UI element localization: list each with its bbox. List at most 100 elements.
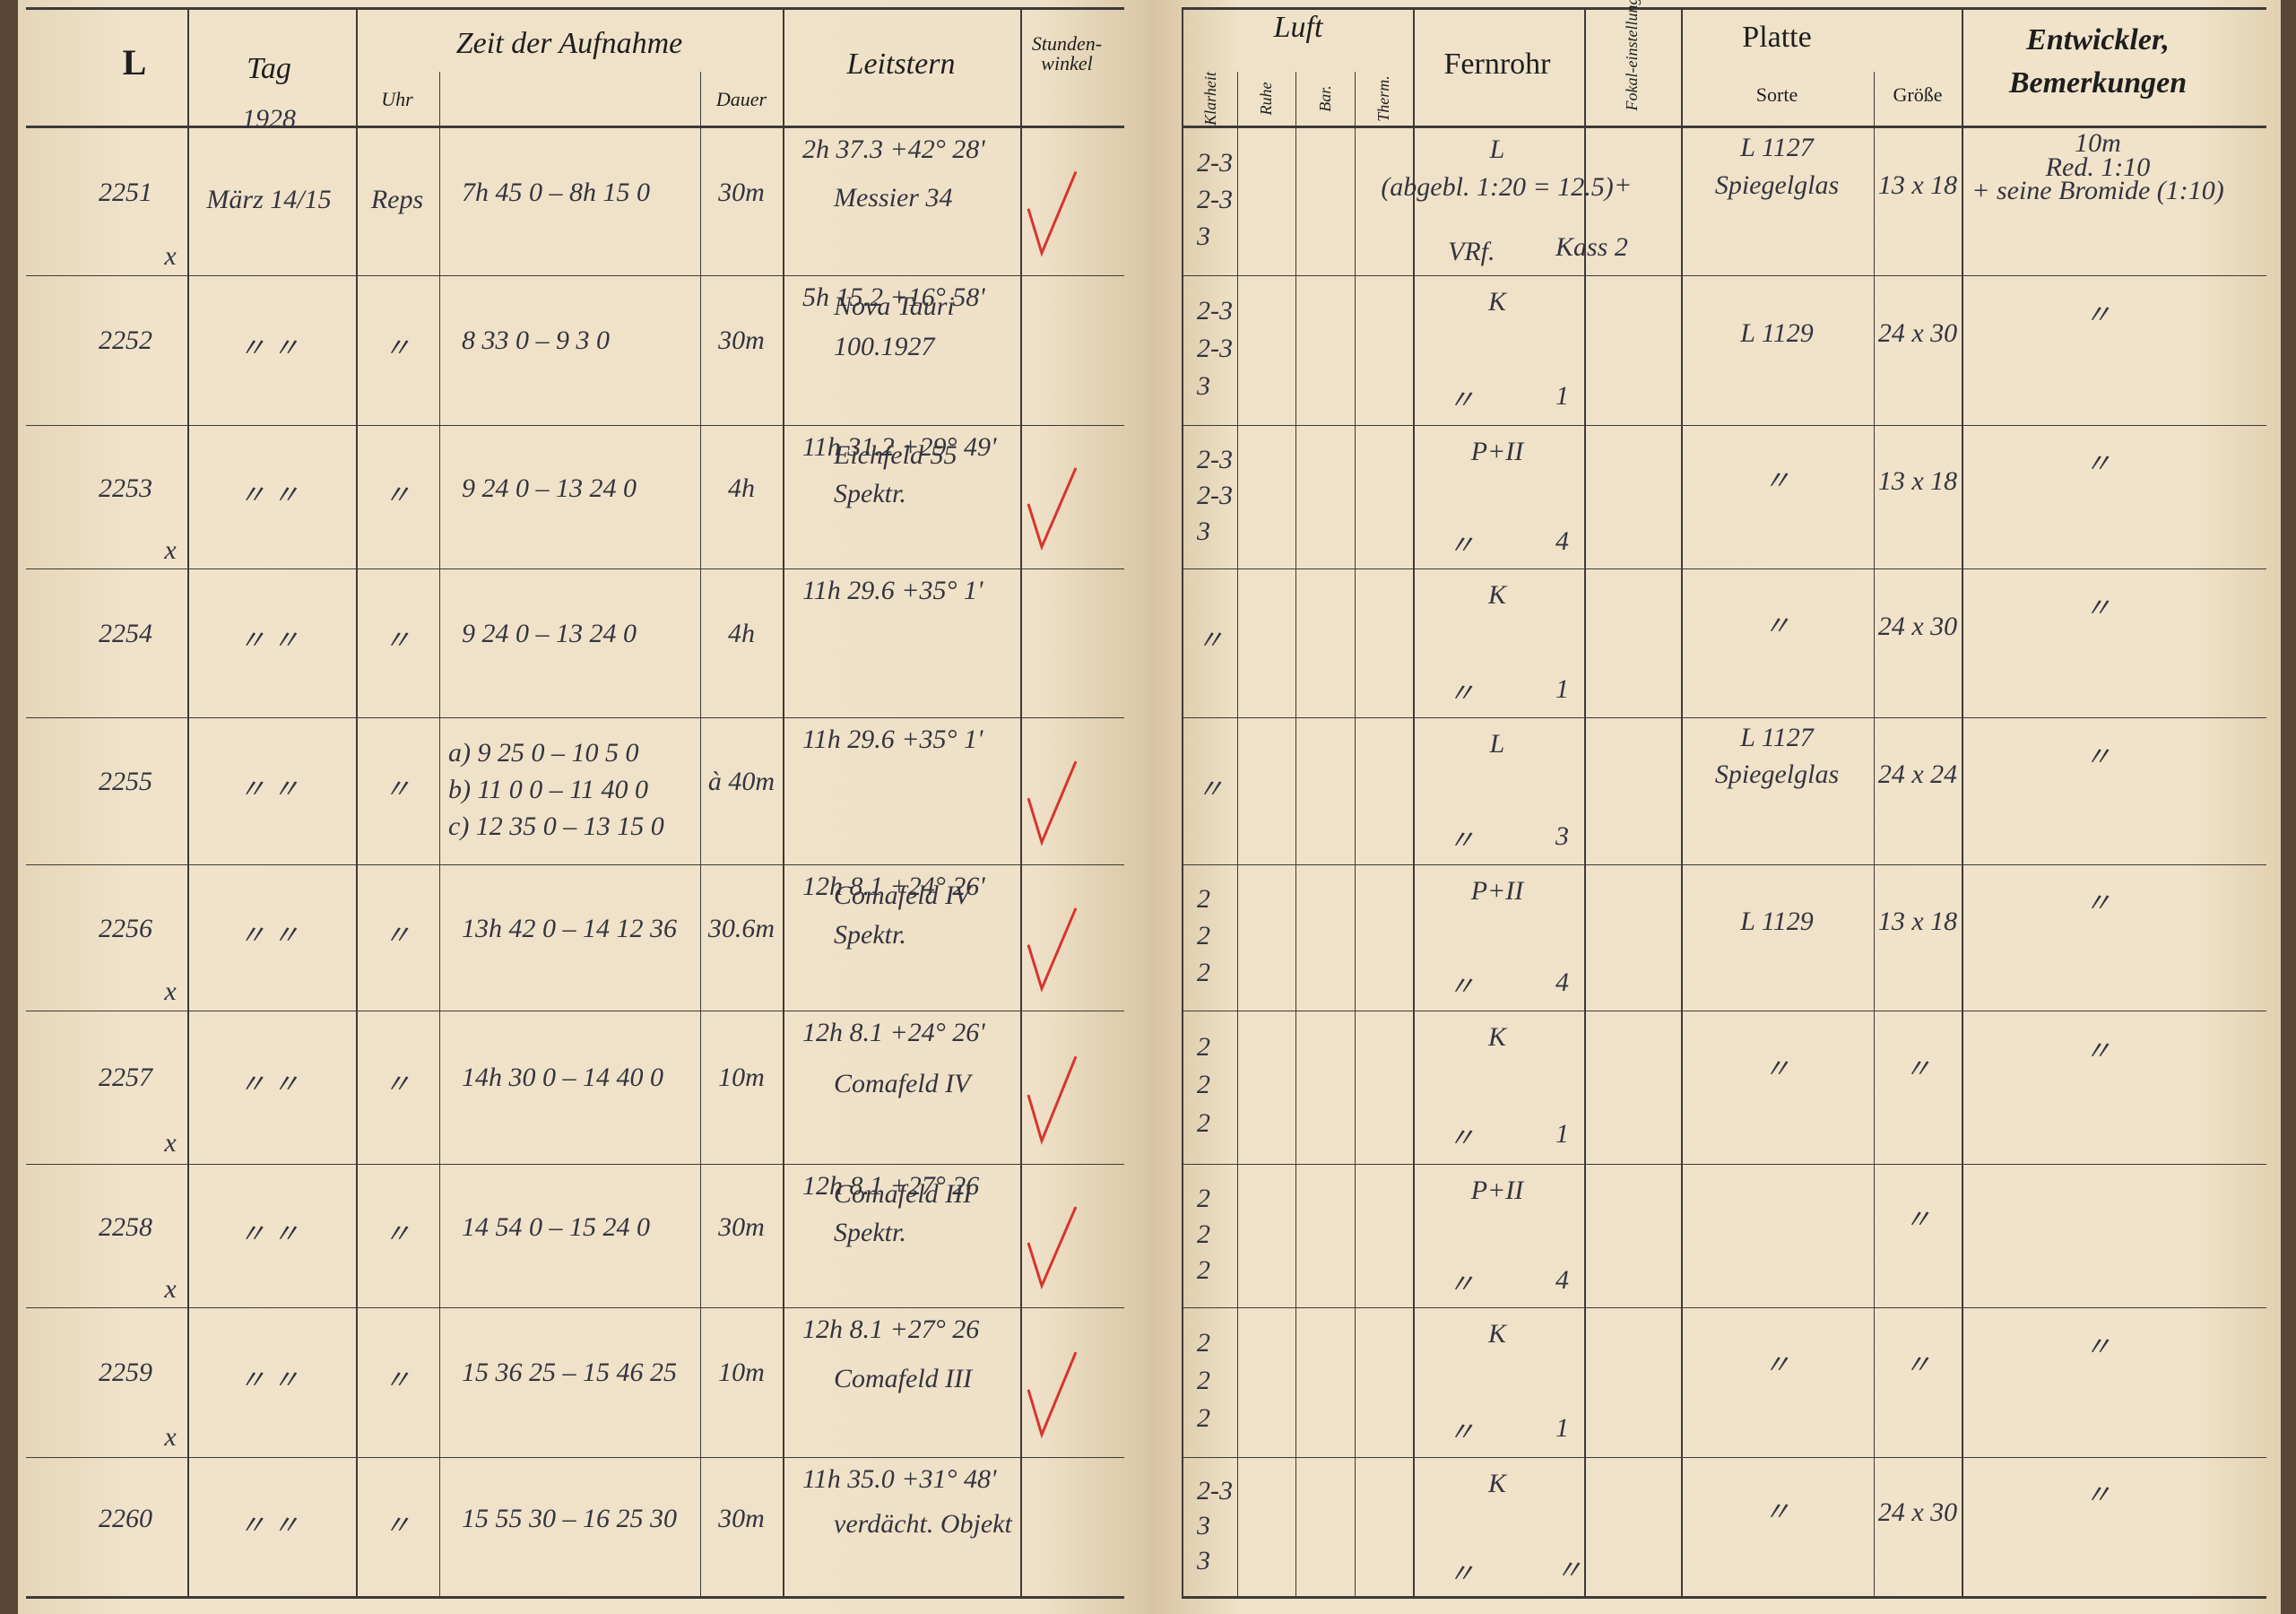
entry-number: 2259 <box>99 1358 152 1388</box>
clarity: 2-3 <box>1197 1476 1233 1506</box>
cross-mark: x <box>164 1422 177 1453</box>
guide-star-coords: 11h 29.6 +35° 1' <box>802 576 983 605</box>
duration: 30m <box>718 1504 765 1534</box>
guide-star: Spektr. <box>834 1218 906 1248</box>
telescope-note: 〃 <box>1448 972 1475 1002</box>
clock: Reps <box>370 185 424 214</box>
guide-star: Spektr. <box>834 479 906 509</box>
column-line <box>1413 7 1415 1599</box>
clarity: 3 <box>1197 516 1210 546</box>
clarity: 2 <box>1197 1070 1210 1100</box>
plate-size: 24 x 24 <box>1877 759 1958 790</box>
time: a) 9 25 0 – 10 5 0 <box>448 737 639 768</box>
clock: 〃 <box>384 626 411 656</box>
telescope: K <box>1487 287 1507 317</box>
header: Größe <box>1893 83 1943 106</box>
telescope-note: VRf. <box>1448 236 1495 266</box>
row-line <box>1182 1457 2266 1458</box>
telescope-note: 1 <box>1555 1413 1569 1444</box>
clarity: 2 <box>1197 1219 1210 1249</box>
clock: 〃 <box>384 1365 411 1395</box>
plate-type: 〃 <box>1763 1497 1790 1527</box>
telescope: L <box>1489 729 1505 759</box>
column-line <box>1237 72 1238 1599</box>
telescope-note: 〃 <box>1448 678 1475 708</box>
telescope: K <box>1487 580 1507 610</box>
remarks: 〃 <box>2084 889 2111 919</box>
time: 8 33 0 – 9 3 0 <box>462 325 610 356</box>
row-line <box>1182 864 2266 865</box>
telescope: P+II <box>1470 437 1524 466</box>
guide-star-coords: 12h 8.1 +24° 26' <box>802 872 985 901</box>
row-line <box>1182 1164 2266 1165</box>
rule <box>26 126 1124 128</box>
guide-star: Comafeld III <box>834 1364 973 1394</box>
plate-type: Spiegelglas <box>1714 169 1840 200</box>
cross-mark: x <box>164 534 177 565</box>
time: b) 11 0 0 – 11 40 0 <box>448 774 649 804</box>
plate-type: L 1127 <box>1740 723 1814 753</box>
guide-star: Comafeld IV <box>834 880 971 910</box>
telescope: K <box>1487 1319 1507 1349</box>
remarks: 10m <box>2075 128 2121 159</box>
clarity: 〃 <box>1197 774 1224 804</box>
clarity: 2 <box>1197 921 1210 951</box>
plate-size: 24 x 30 <box>1877 611 1958 641</box>
clarity: 2-3 <box>1197 296 1233 326</box>
plate-size: 13 x 18 <box>1877 169 1958 200</box>
remarks: 〃 <box>2084 1036 2111 1066</box>
time: 15 55 30 – 16 25 30 <box>462 1504 677 1534</box>
header: Fokal-einstellung <box>1623 0 1641 111</box>
column-line <box>1584 7 1586 1599</box>
rule <box>1182 7 2266 10</box>
telescope: (abgebl. 1:20 = 12.5) <box>1381 172 1614 202</box>
column-line <box>1962 7 1963 1599</box>
plate-type: 〃 <box>1763 1350 1790 1381</box>
plate-size: 24 x 30 <box>1877 318 1958 349</box>
telescope-note: 〃 <box>1555 1555 1582 1585</box>
column-line <box>1355 72 1356 1599</box>
duration: 30.6m <box>707 914 775 944</box>
duration: 30m <box>718 1212 765 1242</box>
header: Ruhe <box>1257 82 1275 116</box>
telescope-note: 〃 <box>1448 531 1475 560</box>
duration: 30m <box>718 177 765 207</box>
clarity: 2-3 <box>1197 333 1233 363</box>
entry-number: 2258 <box>99 1212 152 1242</box>
remarks: 〃 <box>2084 593 2111 623</box>
entry-number: 2252 <box>99 325 152 356</box>
time: 7h 45 0 – 8h 15 0 <box>462 177 650 207</box>
remarks: 〃 <box>2084 448 2111 479</box>
header: Luft <box>1273 11 1323 44</box>
plate-size: 〃 <box>1904 1054 1931 1085</box>
column-line <box>783 7 784 1599</box>
clock: 〃 <box>384 1070 411 1100</box>
plate-type: Spiegelglas <box>1714 759 1840 790</box>
duration: à 40m <box>707 767 775 797</box>
entry-number: 2257 <box>99 1062 152 1092</box>
plate-size: 24 x 30 <box>1877 1497 1958 1527</box>
time: 9 24 0 – 13 24 0 <box>462 473 637 503</box>
header: Bar. <box>1316 85 1334 112</box>
column-line <box>187 7 189 1599</box>
rule <box>26 1596 1124 1599</box>
header: Sorte <box>1755 83 1798 106</box>
telescope-note: 〃 <box>1448 1124 1475 1154</box>
clock: 〃 <box>384 1511 411 1540</box>
clarity: 3 <box>1197 221 1210 252</box>
cross-mark: x <box>164 240 177 271</box>
day: 〃 〃 <box>238 1070 299 1100</box>
telescope: L <box>1489 134 1505 164</box>
row-line <box>1182 568 2266 569</box>
row-line <box>26 717 1124 718</box>
clock: 〃 <box>384 921 411 951</box>
day: 〃 〃 <box>238 774 299 804</box>
rule <box>26 7 1124 10</box>
clarity: 〃 <box>1197 626 1224 656</box>
header: Klarheit <box>1201 72 1219 126</box>
time: 9 24 0 – 13 24 0 <box>462 619 637 649</box>
clock: 〃 <box>384 1219 411 1249</box>
clarity: 2 <box>1197 957 1210 987</box>
remarks: 〃 <box>2084 300 2111 331</box>
